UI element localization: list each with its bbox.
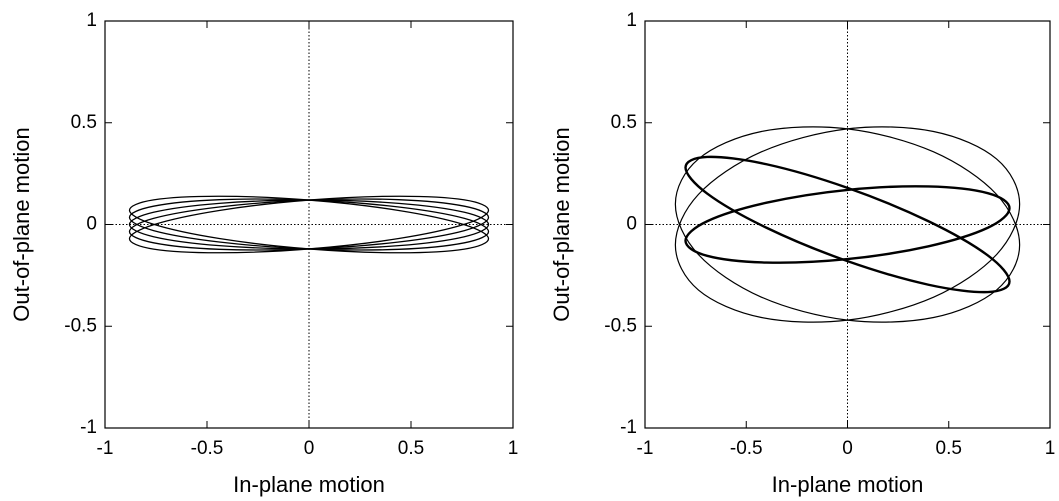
subplot: -1 -0.5 0 0.5 1 -1 -0.5 0 0.5 1 In-plane motion Out… [9,10,518,497]
y-axis-label: Out-of-plane motion [549,127,574,321]
y-tick-label: 0 [86,214,97,235]
trajectory [128,199,490,250]
y-tick-label: 0.5 [611,112,637,133]
plot-frame [104,20,514,429]
x-tick-label: 1 [508,438,519,459]
trajectory [684,155,1011,294]
plot-frame [644,20,1051,429]
x-tick-label: 0 [304,438,315,459]
trajectory [128,195,490,254]
subplot: -1 -0.5 0 0.5 1 -1 -0.5 0 0.5 1 In-plane motion Out… [549,10,1055,497]
x-axis-label: In-plane motion [233,472,385,497]
x-tick-label: 0 [842,438,853,459]
y-tick-label: -0.5 [64,315,97,336]
y-tick-label: -1 [620,417,637,438]
trajectory [684,185,1011,264]
x-tick-label: -0.5 [730,438,763,459]
trajectory [128,198,490,251]
x-tick-label: -1 [637,438,654,459]
trajectory [128,195,490,254]
y-tick-label: 1 [626,10,637,31]
y-axis-label: Out-of-plane motion [9,127,34,321]
y-tick-label: 0.5 [71,112,97,133]
x-tick-label: -0.5 [191,438,224,459]
trajectory [128,198,490,251]
trajectory [674,126,1021,323]
x-tick-label: 0.5 [398,438,424,459]
y-tick-label: 0 [626,214,637,235]
x-axis-label: In-plane motion [772,472,924,497]
y-tick-label: -0.5 [604,315,637,336]
trajectory [674,126,1021,323]
x-tick-label: -1 [97,438,114,459]
y-tick-label: 1 [86,10,97,31]
x-tick-label: 1 [1045,438,1056,459]
y-tick-label: -1 [80,417,97,438]
x-tick-label: 0.5 [936,438,962,459]
